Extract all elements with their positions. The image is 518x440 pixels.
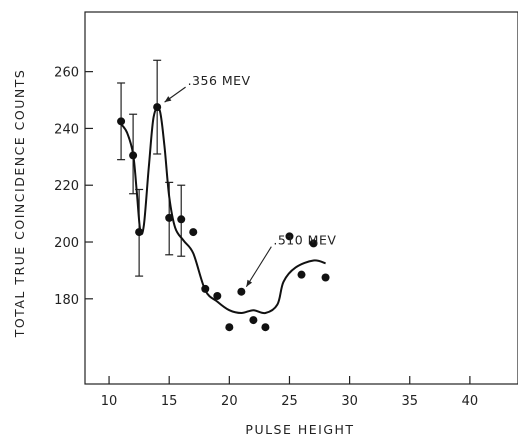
fit-curve <box>120 106 326 315</box>
error-bars <box>117 59 186 277</box>
y-tick-label: 220 <box>54 179 79 194</box>
x-tick-label: 30 <box>341 394 358 409</box>
annotation-arrowhead <box>164 96 172 103</box>
x-tick-label: 25 <box>281 394 298 409</box>
data-point <box>297 270 306 279</box>
data-point <box>129 151 138 160</box>
data-point <box>201 284 210 293</box>
data-point <box>261 323 270 332</box>
annotation-arrowhead <box>246 279 253 287</box>
data-point <box>165 213 174 222</box>
axis-ticks: 10 15 20 25 30 35 40 180 200 220 240 260 <box>54 66 478 409</box>
data-point <box>237 287 246 296</box>
data-point <box>213 291 222 300</box>
plot-frame <box>84 11 518 385</box>
y-tick-label: 240 <box>54 122 79 137</box>
data-point <box>285 232 294 241</box>
x-tick-label: 20 <box>221 394 238 409</box>
y-tick-label: 180 <box>54 293 79 308</box>
data-point <box>135 228 144 237</box>
annotations: .356 MEV .510 MEV <box>164 73 336 288</box>
y-tick-label: 260 <box>54 66 79 81</box>
x-tick-label: 40 <box>462 394 479 409</box>
x-axis-label: PULSE HEIGHT <box>245 422 354 437</box>
annotation-label: .356 MEV <box>188 73 251 88</box>
annotation-arrow <box>245 246 272 288</box>
x-tick-label: 15 <box>161 394 178 409</box>
annotation-label: .510 MEV <box>273 233 336 248</box>
data-point <box>153 103 162 112</box>
y-axis-label: TOTAL TRUE COINCIDENCE COUNTS <box>12 69 27 339</box>
data-point <box>117 117 126 126</box>
data-point <box>321 273 330 282</box>
data-point <box>189 228 198 237</box>
data-point <box>309 239 318 248</box>
x-tick-label: 35 <box>401 394 418 409</box>
x-tick-label: 10 <box>101 394 118 409</box>
y-tick-label: 200 <box>54 236 79 251</box>
data-points <box>117 103 330 332</box>
data-point <box>225 323 234 332</box>
data-point <box>177 215 186 224</box>
data-point <box>249 316 258 325</box>
